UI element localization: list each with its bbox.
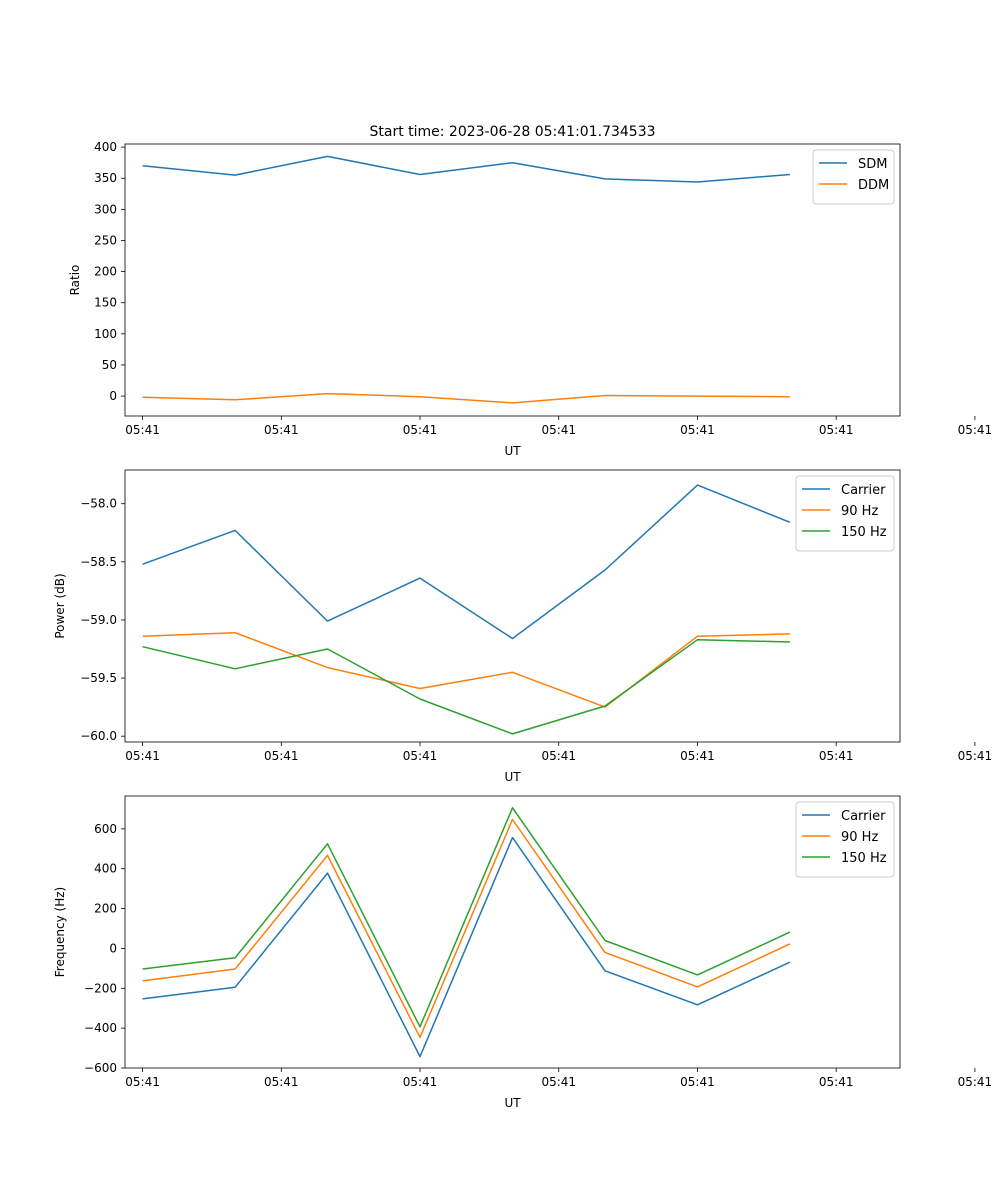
x-tick-label: 05:41 [264,423,299,437]
x-tick-label: 05:41 [541,423,576,437]
y-tick-label: 150 [94,296,117,310]
y-tick-label: −200 [84,981,117,995]
x-tick-label: 05:41 [264,749,299,763]
y-tick-label: 100 [94,327,117,341]
x-tick-label: 05:41 [680,423,715,437]
frequency-panel: 05:41 05:41 05:41 05:41 05:41 05:41 05:41 −600 −… [53,795,993,1110]
x-tick-label: 05:41 [125,1075,160,1089]
series-line-90-hz [142,818,791,1039]
x-tick-label: 05:41 [680,749,715,763]
y-axis-label: Power (dB) [53,573,67,638]
legend-label-90-hz: 90 Hz [841,830,878,845]
legend: Carrier 90 Hz 150 Hz [795,475,895,552]
x-tick-label: 05:41 [403,749,438,763]
y-tick-label: 0 [109,941,117,955]
x-tick-label: 05:41 [541,749,576,763]
legend-label-150-hz: 150 Hz [841,851,887,866]
y-tick-label: −400 [84,1021,117,1035]
x-tick-label: 05:41 [403,1075,438,1089]
legend-label-carrier: Carrier [841,483,886,498]
y-tick-label: 600 [94,822,117,836]
legend-label-90-hz: 90 Hz [841,504,878,519]
legend-label-150-hz: 150 Hz [841,525,887,540]
x-tick-label: 05:41 [819,1075,854,1089]
x-tick-label: 05:41 [819,749,854,763]
y-axis-label: Ratio [68,265,82,296]
y-axis-label: Frequency (Hz) [53,887,67,978]
x-axis-label: UT [504,444,521,458]
legend-box [795,475,895,552]
series-line-90-hz [142,631,790,708]
plot-frame [124,143,901,417]
plot-frame [124,469,901,743]
y-tick-label: 350 [94,171,117,185]
y-tick-label: 250 [94,233,117,247]
y-tick-label: 200 [94,265,117,279]
y-tick-label: 200 [94,902,117,916]
x-tick-label: 05:41 [680,1075,715,1089]
legend-label-ddm: DDM [858,178,889,193]
ratio-panel: 05:41 05:41 05:41 05:41 05:41 05:41 05:41 0 50 10… [68,140,992,458]
x-tick-label: 05:41 [958,1075,993,1089]
y-tick-label: 0 [109,389,117,403]
series-line-carrier [142,484,791,640]
x-tick-label: 05:41 [958,423,993,437]
series-line-ddm [142,392,790,404]
series-line-carrier [142,836,791,1058]
y-tick-label: −59.0 [80,613,117,627]
figure-title: Start time: 2023-06-28 05:41:01.734533 [369,124,655,140]
y-tick-label: −600 [84,1061,117,1075]
legend-box [795,801,895,878]
legend: Carrier 90 Hz 150 Hz [795,801,895,878]
series-line-sdm [142,155,790,183]
y-tick-label: 400 [94,862,117,876]
series-line-150-hz [142,638,790,735]
legend-label-carrier: Carrier [841,809,886,824]
series-line-150-hz [142,807,791,1028]
x-tick-label: 05:41 [125,749,160,763]
power-panel: 05:41 05:41 05:41 05:41 05:41 05:41 05:41 −60.0… [53,469,993,784]
y-tick-label: 50 [102,358,117,372]
x-tick-label: 05:41 [403,423,438,437]
y-tick-label: −58.5 [80,555,117,569]
y-tick-label: −58.0 [80,497,117,511]
legend-label-sdm: SDM [858,157,887,172]
x-axis-label: UT [504,770,521,784]
x-tick-label: 05:41 [264,1075,299,1089]
y-tick-label: −60.0 [80,729,117,743]
x-tick-label: 05:41 [958,749,993,763]
x-tick-label: 05:41 [541,1075,576,1089]
x-axis-label: UT [504,1096,521,1110]
legend: SDM DDM [812,149,895,205]
y-tick-label: −59.5 [80,671,117,685]
x-tick-label: 05:41 [125,423,160,437]
x-tick-label: 05:41 [819,423,854,437]
y-tick-label: 400 [94,140,117,154]
y-tick-label: 300 [94,202,117,216]
plot-frame [124,795,901,1069]
